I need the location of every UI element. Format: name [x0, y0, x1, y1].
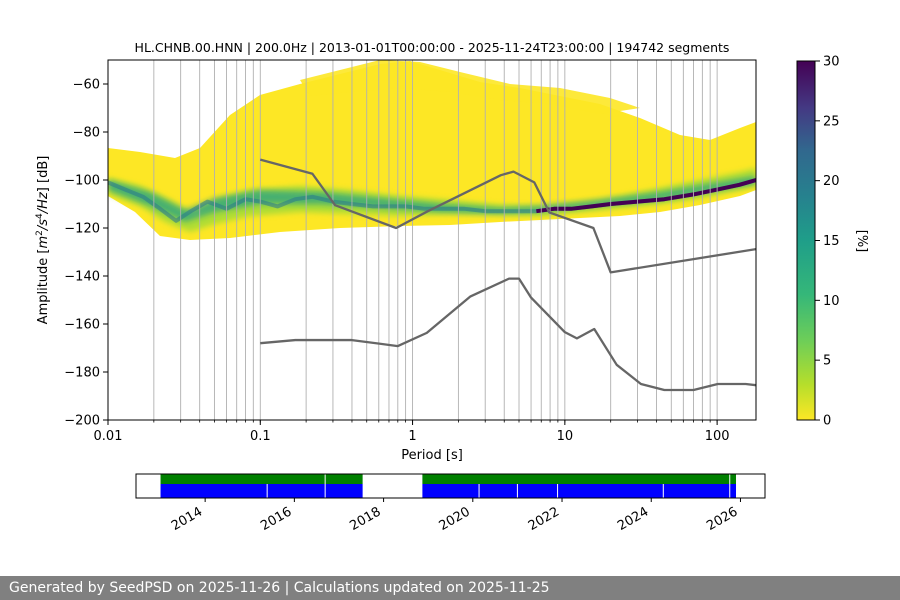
x-tick-label: 0.1 — [250, 429, 271, 444]
colorbar-tick-label: 20 — [823, 174, 840, 189]
footer-text: Generated by SeedPSD on 2025-11-26 | Cal… — [9, 580, 550, 596]
y-tick-label: −60 — [73, 78, 100, 93]
colorbar-tick-label: 5 — [823, 354, 831, 369]
noise-model-curves — [259, 158, 756, 392]
x-tick-label: 100 — [705, 429, 730, 444]
data-availability-timeline — [160, 474, 737, 498]
y-tick-label: −120 — [64, 222, 100, 237]
timeline-tick-label: 2022 — [526, 504, 562, 534]
psd-core-band — [108, 176, 756, 222]
psd-mid-band — [108, 168, 756, 232]
y-axis-label: Amplitude [m2/s4/Hz] [dB] — [35, 156, 51, 325]
timeline-tick-label: 2018 — [347, 504, 383, 534]
grid-lines — [153, 60, 718, 420]
colorbar-tick-label: 25 — [823, 114, 840, 129]
upper-availability-bar — [160, 474, 363, 484]
upper-availability-bar — [422, 474, 737, 484]
high-noise-model-line — [259, 158, 756, 274]
lower-availability-bar — [160, 484, 363, 498]
y-tick-label: −160 — [64, 318, 100, 333]
timeline-frame — [135, 473, 766, 499]
x-tick-label: 1 — [408, 429, 416, 444]
footer-bar: Generated by SeedPSD on 2025-11-26 | Cal… — [0, 576, 900, 600]
x-axis-ticks: 0.01 0.1 1 10 100 — [94, 420, 730, 444]
psd-figure: HL.CHNB.00.HNN | 200.0Hz | 2013-01-01T00… — [35, 40, 869, 534]
x-tick-label: 10 — [557, 429, 574, 444]
colorbar-tick-label: 15 — [823, 234, 840, 249]
x-axis-label: Period [s] — [401, 448, 463, 463]
x-tick-label: 0.01 — [94, 429, 123, 444]
y-tick-label: −100 — [64, 174, 100, 189]
timeline-tick-label: 2024 — [615, 504, 651, 534]
timeline-tick-label: 2016 — [258, 504, 294, 534]
colorbar-tick-label: 30 — [823, 55, 840, 70]
colorbar-ticks: 0 5 10 15 20 25 30 — [815, 55, 840, 429]
low-noise-model-line — [260, 277, 756, 392]
colorbar — [796, 60, 816, 421]
timeline-tick-label: 2014 — [169, 504, 205, 534]
chart-title: HL.CHNB.00.HNN | 200.0Hz | 2013-01-01T00… — [135, 40, 730, 55]
y-tick-label: −200 — [64, 414, 100, 429]
y-tick-label: −80 — [73, 126, 100, 141]
psd-upper-speckle — [300, 60, 640, 114]
colorbar-tick-label: 10 — [823, 294, 840, 309]
y-tick-label: −140 — [64, 270, 100, 285]
timeline-tick-label: 2020 — [437, 504, 473, 534]
colorbar-label: [%] — [854, 230, 869, 253]
timeline-tick-label: 2026 — [704, 504, 740, 534]
y-tick-label: −180 — [64, 366, 100, 381]
colorbar-tick-label: 0 — [823, 414, 831, 429]
lower-availability-bar — [422, 484, 737, 498]
plot-frame — [107, 59, 757, 421]
timeline-year-ticks: 2014 2016 2018 2020 2022 2024 2026 — [169, 498, 741, 534]
y-axis-ticks: −60 −80 −100 −120 −140 −160 −180 −200 — [64, 78, 108, 429]
